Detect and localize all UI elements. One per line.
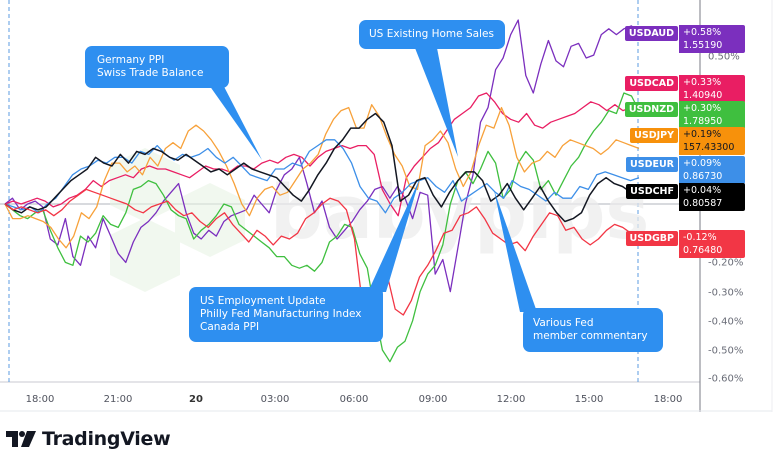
y-tick: -0.50%	[708, 345, 744, 357]
x-tick: 03:00	[260, 394, 290, 405]
y-tick: 0.50%	[708, 51, 740, 63]
legend-symbol-usdcad[interactable]: USDCAD	[625, 76, 678, 91]
x-tick: 18:00	[25, 394, 55, 405]
tradingview-logo: TradingView	[6, 428, 171, 450]
callout-text: Canada PPI	[200, 321, 260, 333]
legend-change: +0.04%	[683, 185, 722, 196]
legend-symbol-usdaud[interactable]: USDAUD	[624, 26, 678, 41]
legend-change: +0.58%	[683, 27, 722, 38]
legend-value-usdgbp: -0.12% 0.76480	[679, 230, 745, 258]
legend-symbol-usdchf[interactable]: USDCHF	[626, 184, 678, 199]
legend-symbol-usdeur[interactable]: USDEUR	[626, 157, 678, 172]
y-tick: -0.20%	[708, 257, 744, 269]
callout-text: Various Fed	[533, 317, 594, 329]
x-tick: 06:00	[339, 394, 369, 405]
callout-pointer-fed	[494, 190, 537, 312]
tradingview-icon	[6, 431, 36, 447]
legend-change: +0.19%	[683, 129, 722, 140]
callout-text: member commentary	[533, 330, 648, 342]
callout-pointer-germany	[202, 75, 262, 160]
legend-symbol-usdjpy[interactable]: USDJPY	[630, 128, 678, 143]
callout-pointer-home-sales	[415, 48, 458, 157]
callout-text: US Existing Home Sales	[369, 28, 494, 40]
callout-text: US Employment Update	[200, 295, 326, 307]
y-tick: -0.40%	[708, 316, 744, 328]
legend-price: 1.40940	[683, 90, 723, 101]
callout-fed-commentary: Various Fed member commentary	[523, 308, 663, 352]
callout-us-home-sales: US Existing Home Sales	[359, 20, 505, 49]
legend-value-usdjpy: +0.19% 157.43300	[679, 127, 745, 155]
legend-change: +0.09%	[683, 158, 722, 169]
callout-text: Philly Fed Manufacturing Index	[200, 308, 362, 320]
series-line-usdcad	[4, 92, 640, 217]
legend-change: +0.33%	[683, 77, 722, 88]
legend-price: 0.76480	[683, 245, 723, 256]
legend-value-usdchf: +0.04% 0.80587	[679, 183, 745, 211]
callout-pointer-employment	[368, 178, 420, 292]
legend-price: 157.43300	[683, 142, 735, 153]
callout-text: Germany PPI	[97, 54, 165, 66]
series-line-usdeur	[4, 139, 640, 214]
x-tick-day: 20	[189, 394, 203, 405]
callout-us-employment: US Employment Update Philly Fed Manufact…	[189, 287, 383, 342]
legend-value-usdcad: +0.33% 1.40940	[679, 75, 745, 103]
x-tick: 18:00	[653, 394, 683, 405]
legend-change: -0.12%	[683, 232, 717, 243]
series-line-usdaud	[4, 19, 640, 293]
legend-price: 0.80587	[683, 198, 723, 209]
legend-price: 1.55190	[683, 40, 723, 51]
legend-change: +0.30%	[683, 103, 722, 114]
legend-value-usdnzd: +0.30% 1.78950	[679, 101, 745, 129]
series-line-usdnzd	[4, 92, 640, 363]
plot: babypips	[0, 0, 773, 412]
y-tick: -0.60%	[708, 373, 744, 385]
callout-text: Swiss Trade Balance	[97, 67, 204, 79]
x-tick: 15:00	[574, 394, 604, 405]
legend-symbol-usdgbp[interactable]: USDGBP	[625, 231, 678, 246]
x-tick: 21:00	[103, 394, 133, 405]
x-tick: 09:00	[418, 394, 448, 405]
y-tick: -0.30%	[708, 287, 744, 299]
callout-germany-ppi: Germany PPI Swiss Trade Balance	[85, 46, 229, 88]
series-line-usdchf	[4, 112, 640, 223]
legend-symbol-usdnzd[interactable]: USDNZD	[624, 102, 678, 117]
tradingview-wordmark: TradingView	[42, 428, 171, 450]
legend-price: 0.86730	[683, 171, 723, 182]
x-tick: 12:00	[496, 394, 526, 405]
chart-area[interactable]: babypips Germany PPI Swiss Trade Balance…	[0, 0, 780, 412]
legend-price: 1.78950	[683, 116, 723, 127]
legend-value-usdeur: +0.09% 0.86730	[679, 156, 745, 184]
series-line-usdgbp	[4, 188, 640, 331]
legend-value-usdaud: +0.58% 1.55190	[679, 25, 745, 53]
series-lines	[4, 19, 640, 363]
